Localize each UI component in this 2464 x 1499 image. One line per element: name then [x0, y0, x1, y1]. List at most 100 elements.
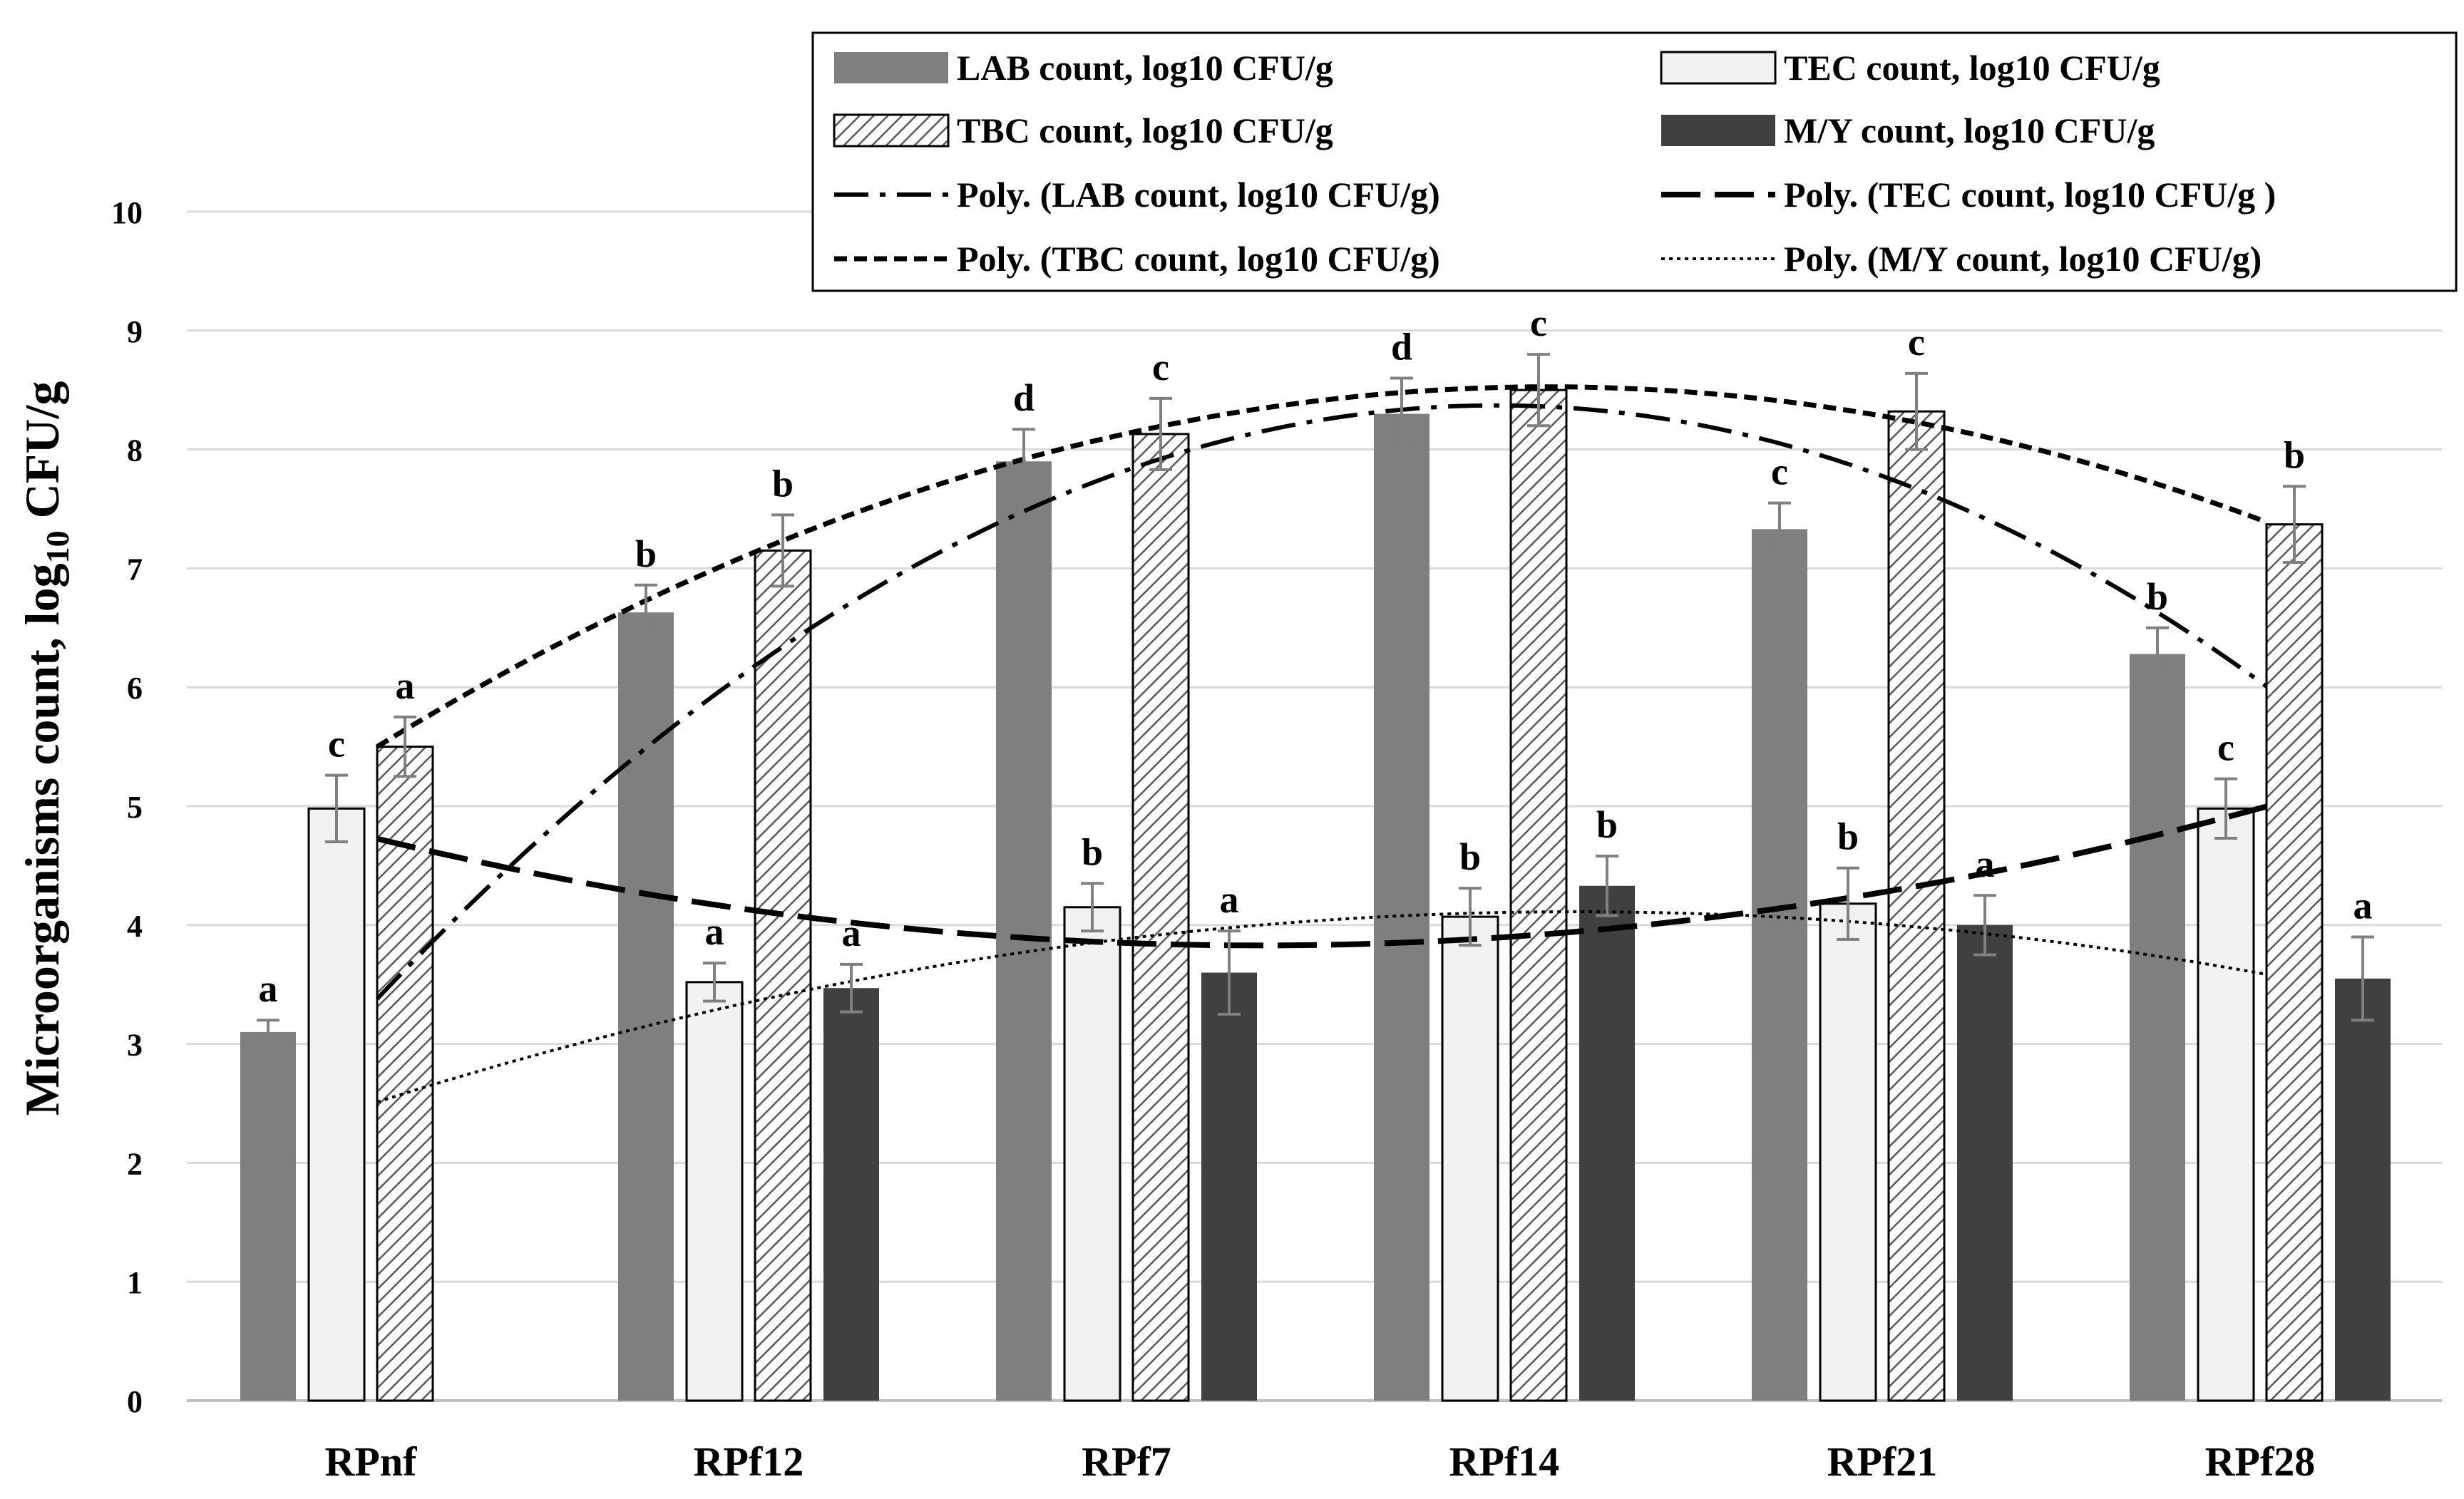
x-tick-label: RPf14 — [1449, 1438, 1560, 1485]
bar — [240, 1031, 296, 1401]
bar — [823, 988, 879, 1401]
bar — [618, 612, 674, 1401]
legend: LAB count, log10 CFU/g TEC count, log10 C… — [811, 31, 2458, 292]
legend-box — [811, 31, 2458, 292]
legend-swatch — [833, 113, 950, 148]
bar — [1819, 902, 1877, 1402]
legend-label: M/Y count, log10 CFU/g — [1784, 110, 2155, 150]
y-axis-label-suffix: CFU/g — [15, 381, 69, 531]
error-bars — [257, 353, 2374, 1046]
error-bar — [1768, 501, 1791, 557]
significance-letter: d — [1391, 326, 1412, 369]
legend-label: Poly. (LAB count, log10 CFU/g) — [957, 175, 1440, 215]
y-tick-label: 3 — [127, 1028, 143, 1063]
x-tick-label: RPnf — [325, 1438, 418, 1485]
significance-letter: a — [2353, 884, 2373, 927]
bar — [1957, 924, 2013, 1401]
legend-label: Poly. (TBC count, log10 CFU/g) — [957, 239, 1440, 279]
x-tick-label: RPf12 — [694, 1438, 804, 1485]
bar — [2197, 807, 2255, 1402]
significance-letter: b — [772, 462, 794, 505]
error-bar — [394, 715, 416, 778]
significance-letter: c — [2217, 726, 2234, 769]
trendline — [376, 384, 2268, 749]
significance-letter: a — [842, 912, 861, 954]
y-axis-label-main: Microorganisms count, log — [15, 563, 69, 1116]
error-bar — [1081, 882, 1104, 933]
bar — [1201, 972, 1257, 1401]
error-bar — [1390, 376, 1413, 451]
error-bar — [771, 513, 794, 588]
significance-letter: b — [1596, 803, 1618, 846]
significance-letter: b — [635, 532, 657, 575]
bar — [2265, 523, 2324, 1402]
trendline — [376, 910, 2267, 1103]
y-axis-label: Microorganisms count, log10 CFU/g — [15, 381, 76, 1116]
error-bar — [2351, 935, 2374, 1022]
trendlines — [375, 384, 2268, 1103]
x-tick-label: RPf21 — [1827, 1438, 1938, 1485]
error-bar — [1596, 855, 1618, 917]
error-bar — [2146, 626, 2169, 682]
significance-letter: c — [1908, 321, 1925, 364]
y-tick-label: 0 — [127, 1384, 143, 1419]
significance-letter: b — [1837, 815, 1859, 858]
significance-letter: a — [705, 910, 724, 953]
significance-letter: b — [1082, 830, 1103, 873]
bar — [307, 807, 366, 1402]
bar — [1509, 388, 1568, 1402]
error-bar — [1459, 887, 1482, 947]
significance-letter: a — [396, 664, 415, 707]
significance-letter: c — [328, 723, 345, 766]
significance-letter: a — [1976, 843, 1995, 885]
trendline — [376, 803, 2268, 949]
x-tick-labels: RPnf RPf12 RPf7 RPf14 RPf21 RPf28 — [325, 1438, 2316, 1485]
significance-letter: c — [1530, 302, 1547, 344]
bars — [240, 388, 2391, 1402]
y-tick-labels: 0 1 2 3 4 5 6 7 8 9 10 — [111, 195, 143, 1419]
error-bar — [1527, 353, 1550, 428]
error-bar — [635, 583, 657, 642]
bar — [2335, 978, 2391, 1401]
significance-letter: b — [1459, 835, 1481, 878]
bar — [2130, 654, 2185, 1401]
significance-letter: d — [1013, 376, 1035, 419]
bar — [1441, 915, 1499, 1402]
y-tick-label: 4 — [127, 909, 143, 944]
y-tick-label: 1 — [127, 1265, 143, 1300]
x-tick-label: RPf28 — [2205, 1438, 2316, 1485]
error-bar — [1837, 866, 1859, 941]
bar — [1579, 885, 1635, 1401]
significance-letters: a b d d c b c a b b b c a b c c c b a a b a a — [259, 302, 2373, 1010]
error-bar — [1973, 894, 1996, 957]
significance-letter: a — [1220, 878, 1239, 921]
significance-letter: b — [2147, 575, 2168, 618]
y-tick-label: 10 — [111, 195, 143, 230]
error-bar — [1149, 396, 1172, 471]
y-tick-label: 9 — [127, 314, 143, 349]
significance-letter: a — [259, 967, 278, 1010]
legend-label: TEC count, log10 CFU/g — [1784, 48, 2160, 88]
y-tick-label: 7 — [127, 552, 143, 587]
bar — [1374, 413, 1429, 1401]
legend-label: TBC count, log10 CFU/g — [957, 110, 1333, 150]
x-tick-label: RPf7 — [1082, 1438, 1171, 1485]
y-tick-label: 6 — [127, 671, 143, 706]
error-bar — [2214, 777, 2237, 840]
legend-swatch — [1661, 115, 1775, 146]
significance-letter: b — [2284, 433, 2305, 476]
bar — [1131, 433, 1190, 1402]
y-tick-label: 5 — [127, 790, 143, 825]
bar — [685, 981, 744, 1402]
error-bar — [840, 962, 863, 1014]
error-bar — [1012, 428, 1035, 495]
error-bar — [703, 962, 726, 1003]
error-bar — [1218, 929, 1241, 1016]
error-bar — [325, 773, 348, 844]
gridlines — [187, 210, 2442, 1402]
significance-letter: c — [1152, 346, 1169, 388]
error-bar — [257, 1019, 279, 1046]
legend-label: Poly. (TEC count, log10 CFU/g ) — [1784, 175, 2276, 215]
legend-label: LAB count, log10 CFU/g — [957, 48, 1333, 88]
legend-swatch — [1660, 51, 1777, 85]
